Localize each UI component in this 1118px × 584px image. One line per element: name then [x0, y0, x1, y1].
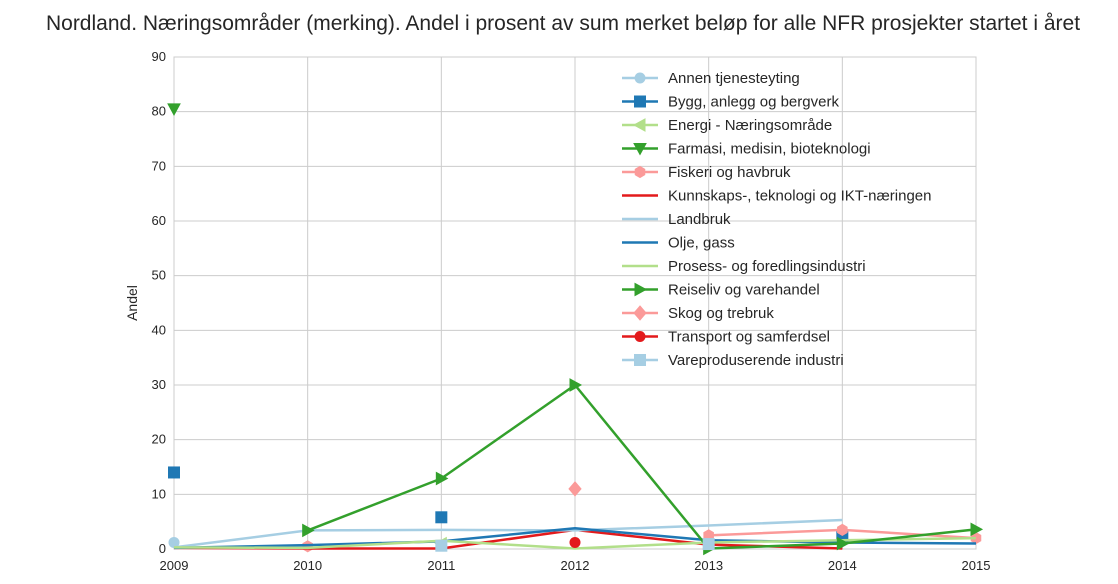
legend-label: Vareproduserende industri	[668, 352, 844, 369]
legend-item: Annen tjenesteyting	[622, 70, 800, 87]
legend-label: Reiseliv og varehandel	[668, 282, 820, 299]
data-point	[702, 538, 715, 551]
data-point	[569, 536, 581, 548]
x-tick-label: 2015	[962, 558, 991, 573]
legend-item: Transport og samferdsel	[622, 329, 830, 346]
legend-item: Farmasi, medisin, bioteknologi	[622, 141, 871, 158]
legend-marker	[634, 331, 646, 342]
y-tick-label: 80	[152, 104, 166, 119]
y-tick-label: 0	[159, 541, 166, 556]
y-tick-label: 20	[152, 432, 166, 447]
legend-label: Olje, gass	[668, 235, 735, 252]
series-10	[568, 481, 582, 497]
series-12	[435, 538, 715, 552]
x-tick-label: 2012	[561, 558, 590, 573]
data-point	[837, 523, 848, 536]
y-tick-label: 30	[152, 377, 166, 392]
legend-marker	[633, 143, 647, 156]
y-tick-label: 90	[152, 49, 166, 64]
data-point	[836, 536, 850, 551]
y-axis: 0 10 20 30 40 50 60 70 80 90	[152, 49, 166, 556]
y-tick-label: 70	[152, 158, 166, 173]
legend-label: Skog og trebruk	[668, 305, 774, 322]
legend-label: Farmasi, medisin, bioteknologi	[668, 141, 871, 158]
data-point	[167, 103, 181, 116]
y-tick-label: 50	[152, 268, 166, 283]
legend-item: Vareproduserende industri	[622, 352, 844, 369]
x-axis: 2009 2010 2011 2012 2013 2014 2015	[160, 558, 991, 573]
x-tick-label: 2009	[160, 558, 189, 573]
legend: Annen tjenesteyting Bygg, anlegg og bergv…	[622, 70, 932, 369]
legend-marker	[632, 118, 646, 132]
legend-label: Kunnskaps-, teknologi og IKT-næringen	[668, 188, 932, 205]
legend-item: Reiseliv og varehandel	[622, 282, 820, 299]
data-point	[970, 522, 984, 537]
legend-item: Olje, gass	[622, 235, 735, 252]
series-layer	[167, 103, 984, 556]
data-point	[435, 471, 449, 486]
data-point	[168, 466, 180, 479]
series-line	[307, 383, 977, 550]
legend-label: Energi - Næringsområde	[668, 117, 832, 134]
legend-marker	[634, 165, 646, 179]
y-axis-label: Andel	[124, 285, 140, 321]
legend-label: Annen tjenesteyting	[668, 70, 800, 87]
data-point	[302, 523, 315, 538]
legend-item: Skog og trebruk	[622, 305, 774, 322]
legend-item: Landbruk	[622, 211, 731, 228]
legend-item: Fiskeri og havbruk	[622, 164, 791, 181]
legend-label: Fiskeri og havbruk	[668, 164, 791, 181]
legend-marker	[634, 95, 646, 108]
grid	[173, 56, 977, 550]
data-point	[569, 378, 583, 392]
legend-label: Bygg, anlegg og bergverk	[668, 94, 839, 111]
y-tick-label: 10	[152, 486, 166, 501]
x-tick-label: 2010	[293, 558, 322, 573]
legend-item: Prosess- og foredlingsindustri	[622, 258, 866, 275]
legend-marker	[633, 305, 647, 321]
y-tick-label: 40	[152, 322, 166, 337]
legend-marker	[634, 72, 646, 84]
data-point	[568, 481, 582, 497]
x-tick-label: 2013	[694, 558, 723, 573]
data-point	[435, 539, 448, 552]
legend-label: Prosess- og foredlingsindustri	[668, 258, 866, 275]
legend-item: Energi - Næringsområde	[622, 117, 832, 134]
series-6	[173, 518, 843, 549]
legend-marker	[634, 354, 646, 366]
legend-label: Landbruk	[668, 211, 731, 228]
y-tick-label: 60	[152, 213, 166, 228]
series-11	[569, 536, 581, 548]
legend-item: Kunnskaps-, teknologi og IKT-næringen	[622, 188, 932, 205]
legend-marker	[634, 282, 648, 297]
data-point	[435, 511, 448, 524]
x-tick-label: 2014	[828, 558, 857, 573]
x-tick-label: 2011	[427, 558, 455, 573]
legend-label: Transport og samferdsel	[668, 329, 830, 346]
series-line	[173, 518, 843, 549]
series-3	[167, 103, 181, 116]
chart-title: Nordland. Næringsområder (merking). Ande…	[46, 12, 1080, 35]
legend-item: Bygg, anlegg og bergverk	[622, 94, 839, 111]
